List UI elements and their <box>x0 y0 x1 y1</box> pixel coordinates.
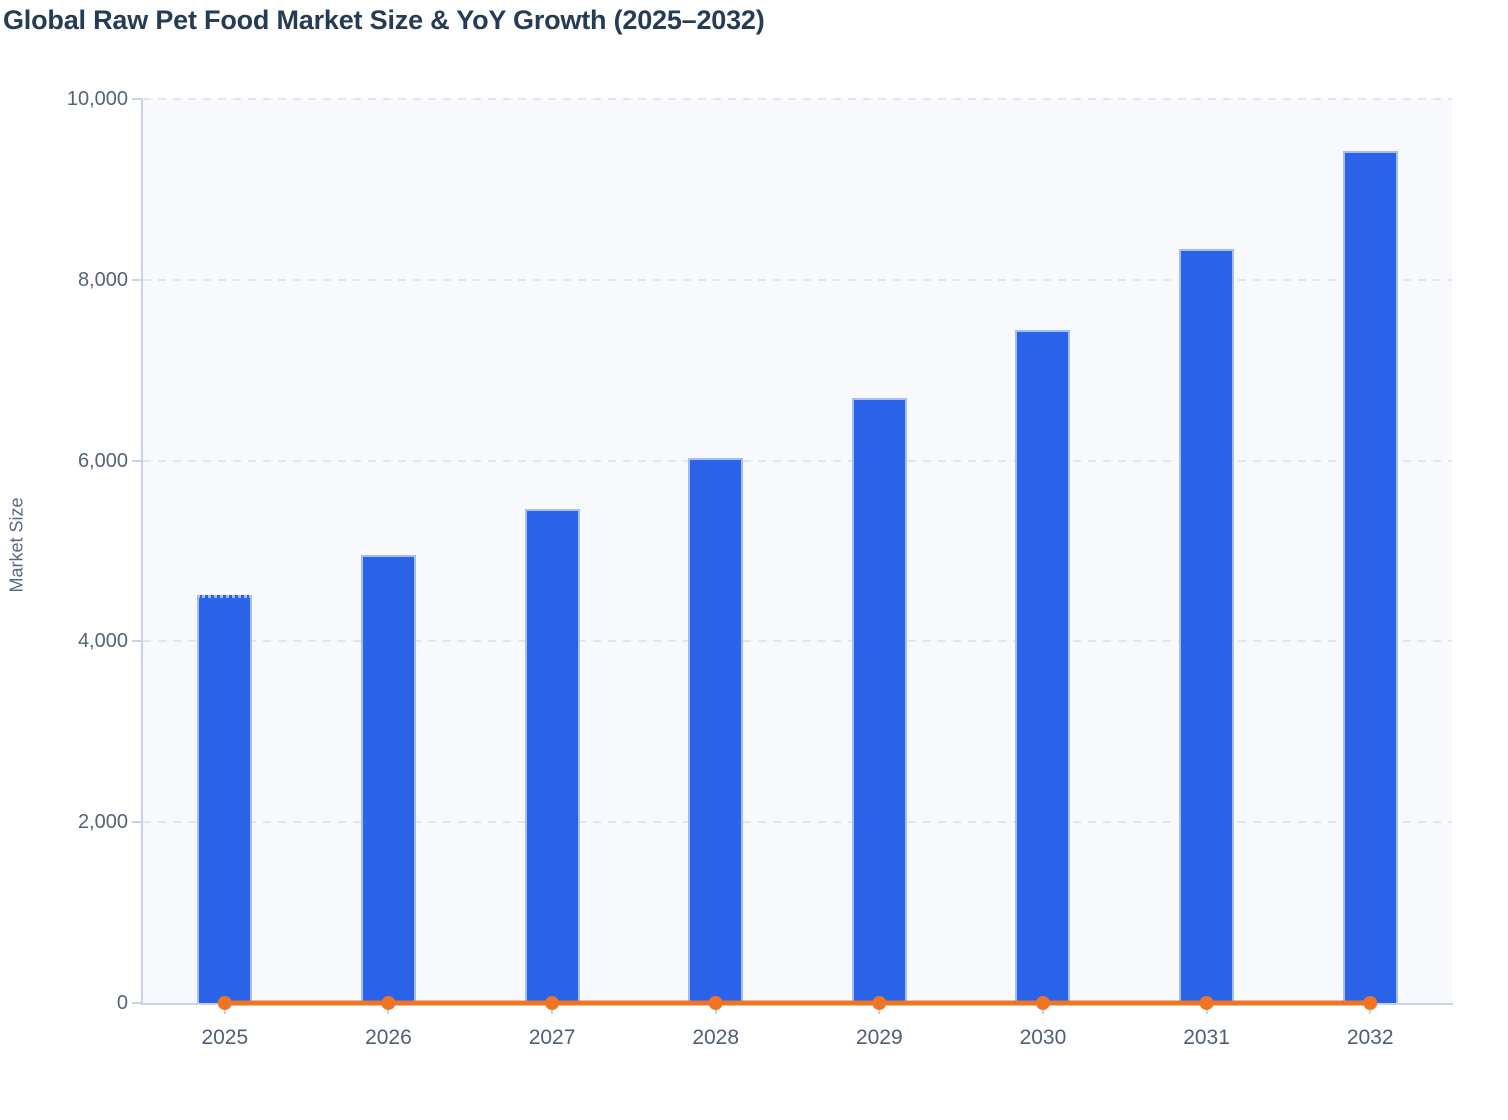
yoy-marker-2027[interactable] <box>545 996 560 1010</box>
bar-2025[interactable] <box>197 595 253 1003</box>
bar-2029[interactable] <box>851 397 907 1003</box>
yoy-marker-2025[interactable] <box>217 996 232 1010</box>
x-tick-label-2026: 2026 <box>365 1026 412 1049</box>
gridline-8000 <box>143 278 1452 281</box>
bar-2031[interactable] <box>1179 249 1235 1003</box>
bar-2026[interactable] <box>360 555 416 1003</box>
bar-2028[interactable] <box>688 457 744 1003</box>
y-tick-label-10000: 10,000 <box>66 88 128 110</box>
x-tick-label-2031: 2031 <box>1183 1026 1230 1049</box>
y-tick-label-4000: 4,000 <box>77 630 128 653</box>
x-tick-label-2028: 2028 <box>692 1026 740 1049</box>
bar-2030[interactable] <box>1015 329 1071 1003</box>
yoy-marker-2029[interactable] <box>872 996 887 1010</box>
y-tick-8000 <box>132 278 142 281</box>
y-tick-label-0: 0 <box>116 992 128 1014</box>
yoy-marker-2032[interactable] <box>1363 996 1378 1010</box>
gridline-2000 <box>143 821 1452 824</box>
y-axis-line <box>141 99 143 1005</box>
x-tick-label-2029: 2029 <box>855 1026 903 1049</box>
plot-area <box>143 98 1452 1010</box>
chart-title: Global Raw Pet Food Market Size & YoY Gr… <box>3 5 765 35</box>
y-tick-label-6000: 6,000 <box>77 449 128 472</box>
y-tick-10000 <box>132 98 142 100</box>
y-tick-2000 <box>132 821 142 824</box>
gridline-6000 <box>143 459 1452 462</box>
y-tick-label-2000: 2,000 <box>77 811 128 834</box>
x-tick-label-2027: 2027 <box>528 1026 576 1049</box>
x-tick-label-2032: 2032 <box>1346 1026 1394 1049</box>
bar-2032[interactable] <box>1342 150 1398 1003</box>
yoy-marker-2031[interactable] <box>1199 996 1214 1010</box>
yoy-growth-line-layer <box>217 996 1378 1010</box>
yoy-marker-2026[interactable] <box>381 996 396 1010</box>
x-tick-label-2030: 2030 <box>1019 1026 1067 1049</box>
gridline-10000 <box>143 98 1452 100</box>
y-tick-label-8000: 8,000 <box>77 268 128 291</box>
yoy-marker-2028[interactable] <box>708 996 723 1010</box>
y-tick-6000 <box>132 459 142 462</box>
gridline-4000 <box>143 640 1452 643</box>
bar-2027[interactable] <box>524 508 580 1003</box>
y-tick-4000 <box>132 640 142 643</box>
y-tick-0 <box>132 1002 142 1004</box>
yoy-marker-2030[interactable] <box>1035 996 1050 1010</box>
x-tick-label-2025: 2025 <box>201 1026 249 1049</box>
